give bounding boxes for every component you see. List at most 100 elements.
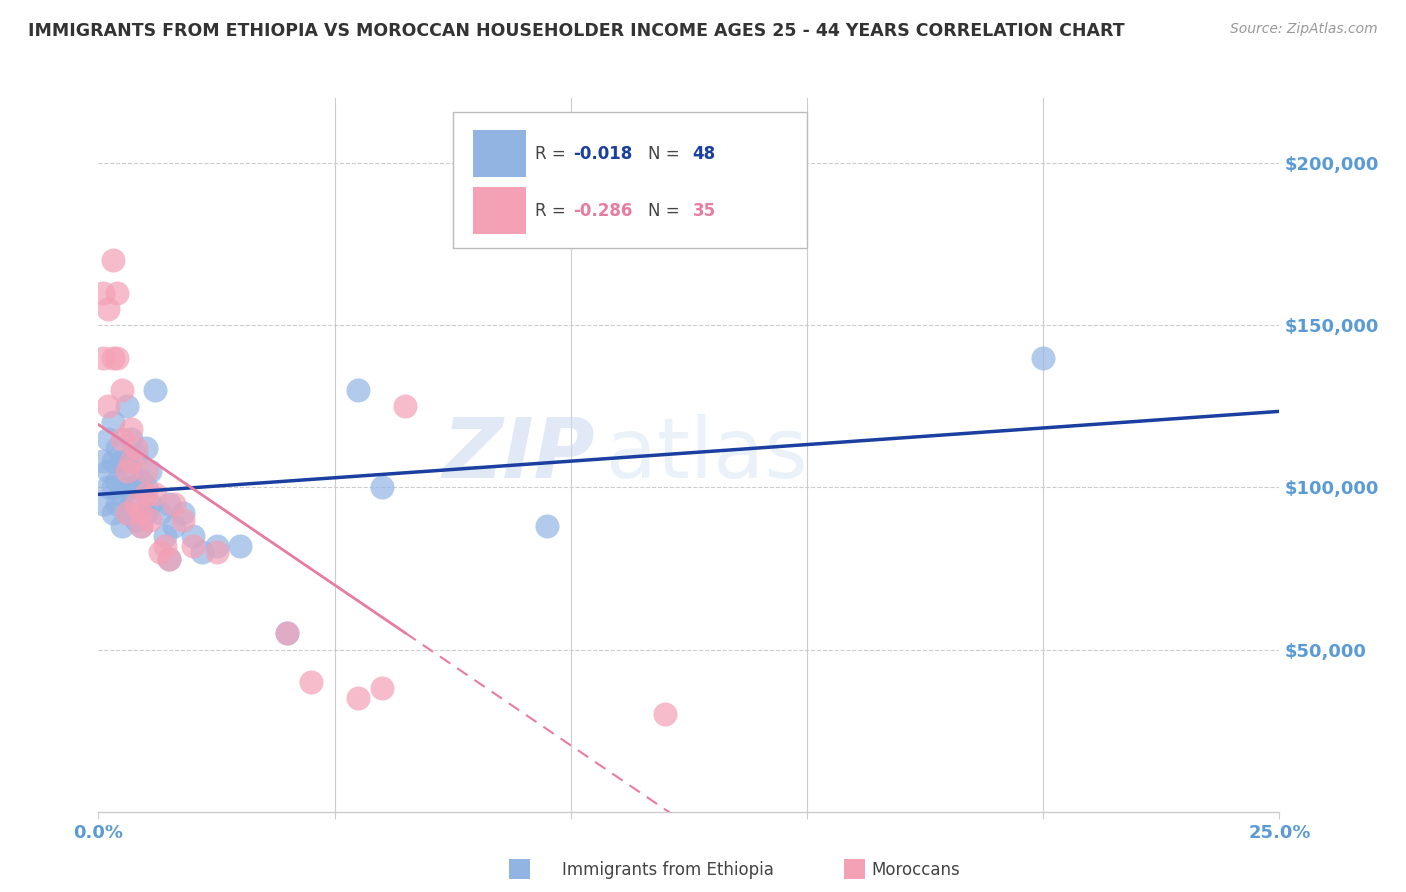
Point — [143, 383, 166, 397]
Text: N =: N = — [648, 202, 685, 219]
Point — [172, 513, 194, 527]
Text: -0.018: -0.018 — [574, 145, 633, 162]
Point — [276, 626, 298, 640]
Text: Source: ZipAtlas.com: Source: ZipAtlas.com — [1230, 22, 1378, 37]
Point — [172, 506, 194, 520]
Point — [536, 519, 558, 533]
Point — [125, 448, 148, 462]
Point — [371, 681, 394, 696]
Point — [139, 497, 162, 511]
Point — [101, 506, 124, 520]
Point — [347, 691, 370, 706]
Point — [394, 399, 416, 413]
Point — [139, 513, 162, 527]
Point — [139, 464, 162, 478]
Text: Immigrants from Ethiopia: Immigrants from Ethiopia — [562, 861, 775, 879]
Point — [129, 506, 152, 520]
Point — [97, 464, 120, 478]
Text: -0.286: -0.286 — [574, 202, 633, 219]
Point — [121, 454, 143, 468]
Point — [125, 480, 148, 494]
Point — [97, 432, 120, 446]
Point — [115, 506, 138, 520]
Point — [105, 497, 128, 511]
Point — [1032, 351, 1054, 365]
Point — [135, 506, 157, 520]
Point — [149, 545, 172, 559]
Text: N =: N = — [648, 145, 685, 162]
Point — [143, 487, 166, 501]
Text: atlas: atlas — [606, 415, 808, 495]
Text: R =: R = — [536, 202, 571, 219]
Point — [105, 285, 128, 300]
Point — [125, 497, 148, 511]
Point — [163, 519, 186, 533]
Point — [129, 519, 152, 533]
Point — [111, 454, 134, 468]
Point — [91, 285, 114, 300]
Point — [115, 506, 138, 520]
Point — [91, 351, 114, 365]
Point — [181, 539, 204, 553]
Point — [135, 487, 157, 501]
Point — [276, 626, 298, 640]
Point — [347, 383, 370, 397]
Point — [101, 351, 124, 365]
Point — [125, 442, 148, 456]
Text: IMMIGRANTS FROM ETHIOPIA VS MOROCCAN HOUSEHOLDER INCOME AGES 25 - 44 YEARS CORRE: IMMIGRANTS FROM ETHIOPIA VS MOROCCAN HOU… — [28, 22, 1125, 40]
Point — [157, 551, 180, 566]
Point — [101, 416, 124, 430]
Point — [129, 474, 152, 488]
Text: ZIP: ZIP — [441, 415, 595, 495]
Point — [101, 454, 124, 468]
Point — [97, 480, 120, 494]
Point — [129, 519, 152, 533]
Point — [101, 480, 124, 494]
Point — [91, 497, 114, 511]
Point — [105, 474, 128, 488]
Point — [181, 529, 204, 543]
Point — [121, 497, 143, 511]
FancyBboxPatch shape — [472, 187, 526, 234]
Point — [111, 487, 134, 501]
Point — [105, 351, 128, 365]
Point — [115, 480, 138, 494]
Point — [121, 432, 143, 446]
Point — [97, 301, 120, 316]
Point — [121, 422, 143, 436]
Point — [125, 513, 148, 527]
Point — [205, 539, 228, 553]
Point — [115, 454, 138, 468]
Point — [97, 399, 120, 413]
Point — [135, 442, 157, 456]
Text: R =: R = — [536, 145, 571, 162]
Point — [299, 675, 322, 690]
FancyBboxPatch shape — [453, 112, 807, 248]
Point — [121, 464, 143, 478]
Text: 48: 48 — [693, 145, 716, 162]
Point — [157, 497, 180, 511]
Point — [91, 454, 114, 468]
Point — [191, 545, 214, 559]
Point — [229, 539, 252, 553]
Point — [153, 529, 176, 543]
Point — [205, 545, 228, 559]
Point — [105, 442, 128, 456]
Point — [157, 551, 180, 566]
Text: 35: 35 — [693, 202, 716, 219]
Point — [654, 707, 676, 722]
Point — [111, 432, 134, 446]
Text: Moroccans: Moroccans — [872, 861, 960, 879]
Point — [149, 506, 172, 520]
Point — [135, 480, 157, 494]
FancyBboxPatch shape — [472, 130, 526, 177]
Point — [135, 464, 157, 478]
Point — [101, 253, 124, 268]
Point — [115, 399, 138, 413]
Point — [153, 539, 176, 553]
Point — [371, 480, 394, 494]
Point — [111, 519, 134, 533]
Point — [163, 497, 186, 511]
Point — [115, 464, 138, 478]
Point — [111, 383, 134, 397]
